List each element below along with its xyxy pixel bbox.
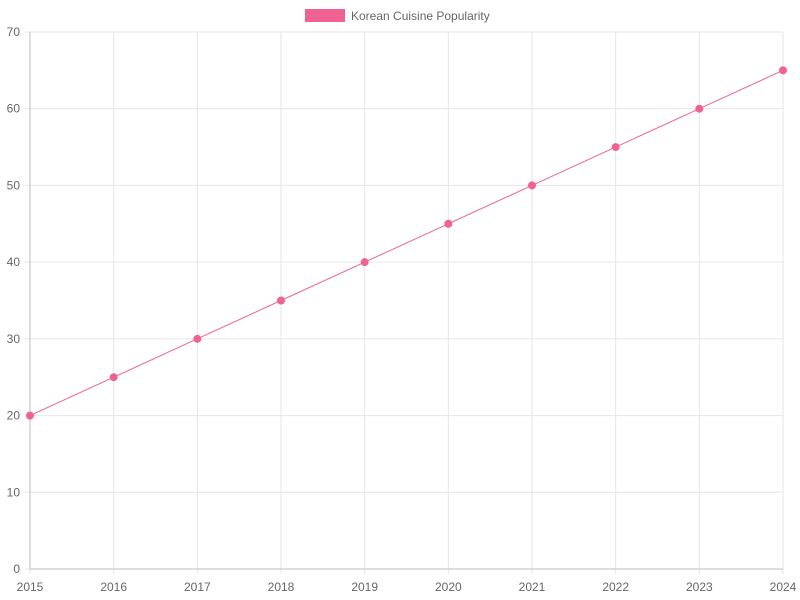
y-tick-label: 0: [13, 562, 20, 576]
x-tick-label: 2019: [351, 580, 378, 594]
legend-swatch[interactable]: [305, 9, 345, 22]
legend[interactable]: Korean Cuisine Popularity: [305, 9, 490, 23]
data-point[interactable]: [611, 143, 620, 152]
y-tick-label: 10: [7, 485, 21, 499]
x-tick-label: 2023: [686, 580, 713, 594]
x-tick-label: 2020: [435, 580, 462, 594]
data-point[interactable]: [277, 296, 285, 305]
data-point[interactable]: [444, 219, 453, 228]
x-tick-label: 2016: [100, 580, 127, 594]
y-tick-label: 60: [7, 102, 21, 116]
data-point[interactable]: [26, 411, 34, 420]
y-tick-label: 30: [7, 332, 21, 346]
y-tick-label: 40: [7, 255, 21, 269]
x-tick-label: 2024: [770, 580, 797, 594]
series-line: [29, 69, 784, 417]
x-tick-label: 2022: [602, 580, 629, 594]
axes: [29, 32, 783, 570]
x-tick-label: 2017: [184, 580, 211, 594]
x-tick-label: 2021: [519, 580, 546, 594]
data-point[interactable]: [528, 181, 536, 190]
y-tick-labels: 0 10 20 30 40 50 60 70: [7, 25, 21, 576]
x-tick-labels: 2015 2016 2017 2018 2019 2020 2021 2022 2023 2024: [17, 580, 797, 594]
x-tick-label: 2018: [268, 580, 295, 594]
data-point[interactable]: [360, 258, 369, 267]
data-point[interactable]: [109, 373, 118, 382]
legend-label[interactable]: Korean Cuisine Popularity: [351, 9, 490, 23]
y-tick-label: 20: [7, 409, 21, 423]
data-point[interactable]: [779, 66, 787, 75]
y-tick-label: 50: [7, 178, 21, 192]
x-tick-label: 2015: [17, 580, 44, 594]
y-tick-label: 70: [7, 25, 21, 39]
data-point[interactable]: [695, 104, 704, 113]
data-point[interactable]: [193, 334, 202, 343]
grid: [25, 31, 784, 574]
series-layer: [26, 66, 787, 420]
